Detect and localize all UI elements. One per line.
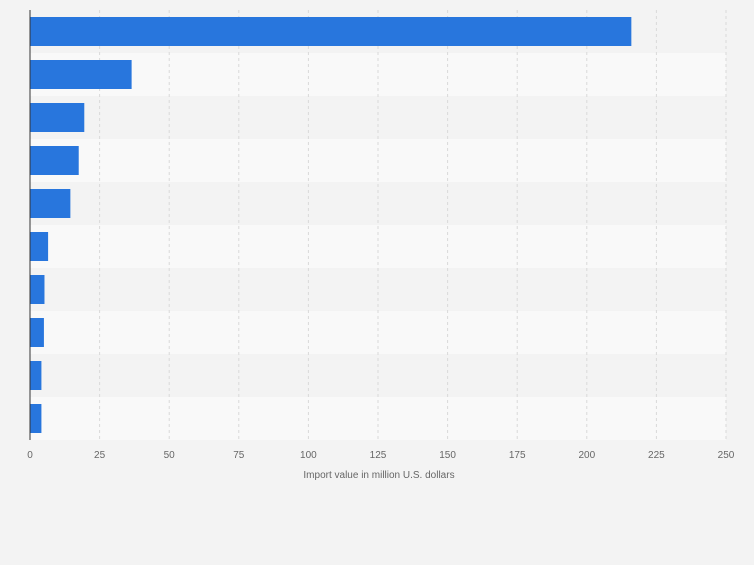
x-tick-label: 150 (439, 450, 456, 461)
x-tick-label: 250 (718, 450, 735, 461)
x-tick-label: 75 (233, 450, 245, 461)
row-bands (30, 10, 726, 440)
bar (30, 103, 85, 132)
bar (30, 60, 132, 89)
bars (30, 17, 632, 433)
bar (30, 146, 79, 175)
bar (30, 361, 42, 390)
x-tick-label: 0 (27, 450, 33, 461)
x-tick-label: 175 (509, 450, 526, 461)
x-tick-label: 125 (370, 450, 387, 461)
bar (30, 17, 632, 46)
x-axis-ticks: 0 25 50 75 100 125 150 175 200 225 250 (27, 450, 735, 461)
x-axis-title: Import value in million U.S. dollars (303, 470, 454, 481)
bar (30, 189, 71, 218)
bar (30, 232, 49, 261)
bar (30, 275, 45, 304)
bar (30, 318, 44, 347)
x-tick-label: 25 (94, 450, 106, 461)
bar (30, 404, 42, 433)
x-tick-label: 200 (578, 450, 595, 461)
x-tick-label: 100 (300, 450, 317, 461)
x-tick-label: 225 (648, 450, 665, 461)
x-tick-label: 50 (164, 450, 176, 461)
